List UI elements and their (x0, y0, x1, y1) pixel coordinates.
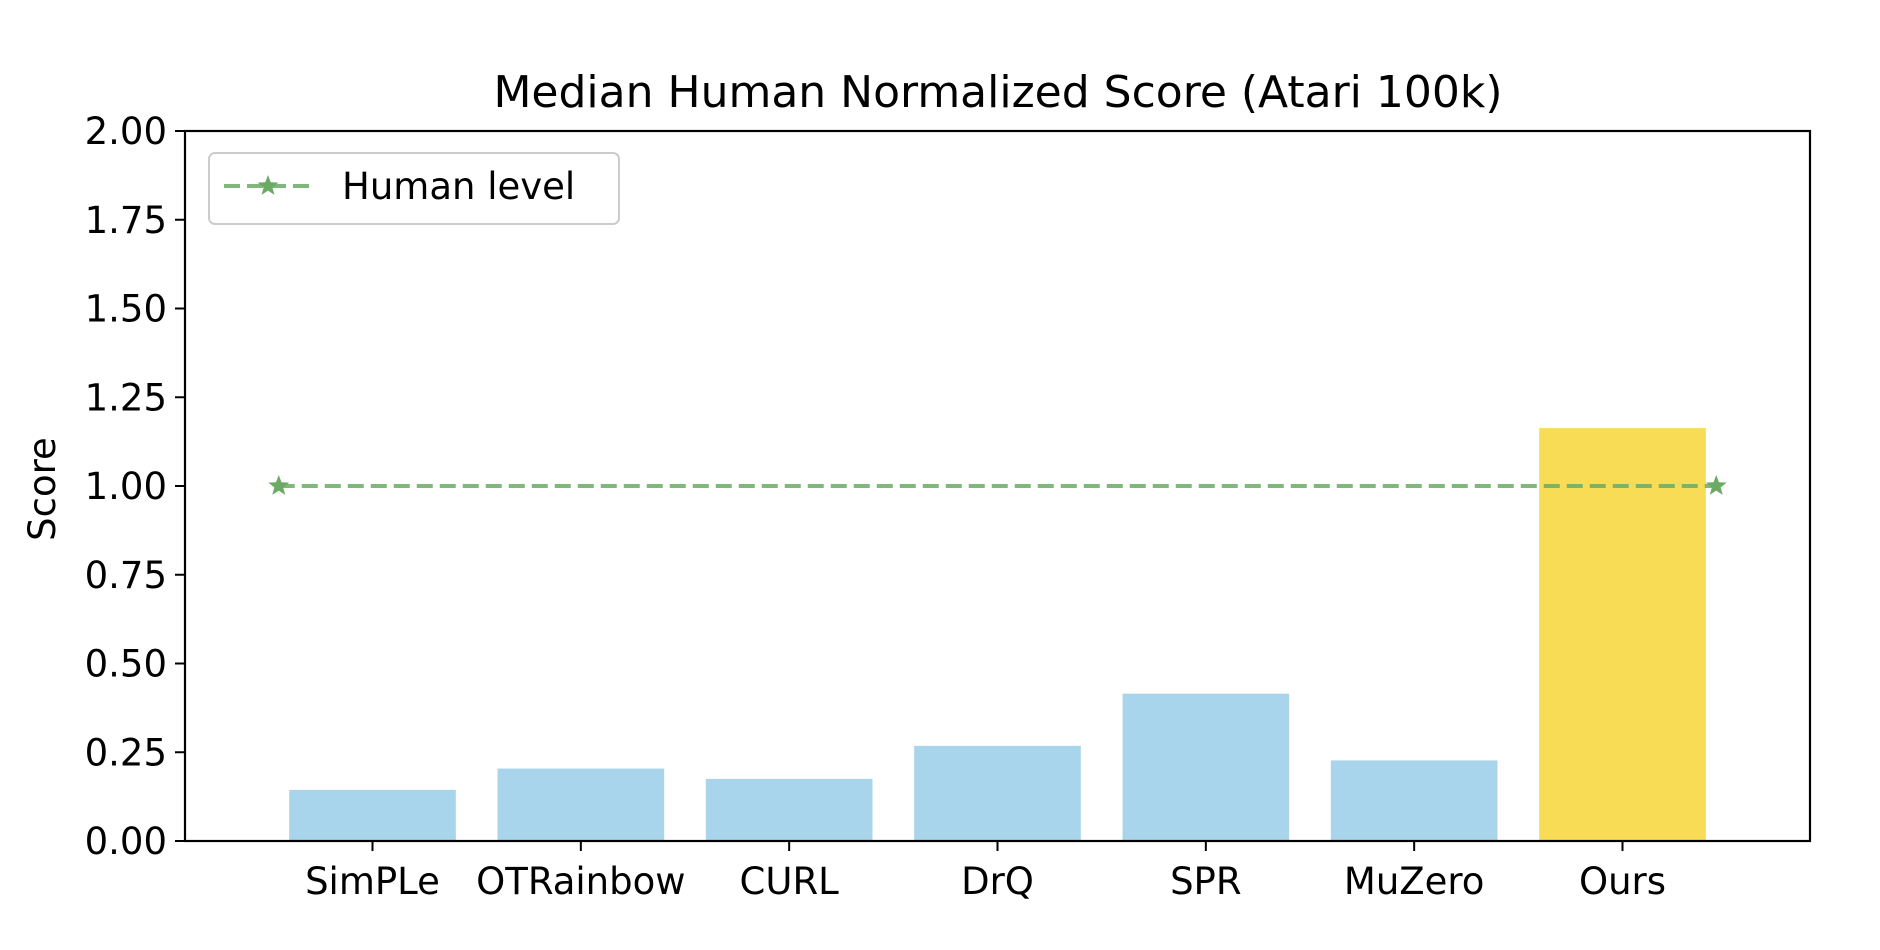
y-tick-label: 1.50 (85, 288, 167, 331)
y-tick-label: 1.25 (85, 376, 167, 419)
x-tick-label-curl: CURL (740, 860, 840, 903)
y-tick-label: 0.25 (85, 731, 167, 774)
bar-otrainbow (497, 768, 665, 841)
bar-simple (289, 789, 456, 841)
y-tick-label: 2.00 (85, 110, 167, 153)
legend-box (208, 152, 620, 225)
bar-ours (1539, 428, 1706, 841)
human-level-marker-start (268, 475, 290, 495)
bar-drq (914, 745, 1081, 841)
chart-title: Median Human Normalized Score (Atari 100… (493, 67, 1502, 118)
legend: Human level (208, 152, 620, 225)
x-tick-label-spr: SPR (1170, 860, 1242, 903)
x-tick-label-drq: DrQ (961, 860, 1034, 903)
bar-muzero (1330, 760, 1498, 841)
x-tick-label-simple: SimPLe (305, 860, 440, 903)
x-tick-label-ours: Ours (1579, 860, 1666, 903)
x-tick-label-muzero: MuZero (1344, 860, 1485, 903)
y-tick-label: 1.75 (85, 199, 167, 242)
human-level-marker-end (1705, 475, 1727, 495)
legend-entry-human-level: Human level (342, 165, 575, 208)
bar-spr (1122, 693, 1290, 841)
y-tick-label: 0.00 (85, 820, 167, 863)
y-tick-label: 0.75 (85, 554, 167, 597)
reference-line-layer (268, 475, 1727, 495)
axes-layer: 0.00 0.25 0.50 0.75 1.00 1.25 1.50 1.75 2.00 SimP… (85, 110, 1812, 903)
bar-curl (705, 778, 873, 841)
y-axis-label: Score (21, 437, 64, 541)
legend-star-marker (257, 175, 279, 195)
y-tick-label: 0.50 (85, 643, 167, 686)
bars-layer (289, 428, 1706, 841)
y-tick-label: 1.00 (85, 465, 167, 508)
x-tick-label-otrainbow: OTRainbow (476, 860, 685, 903)
